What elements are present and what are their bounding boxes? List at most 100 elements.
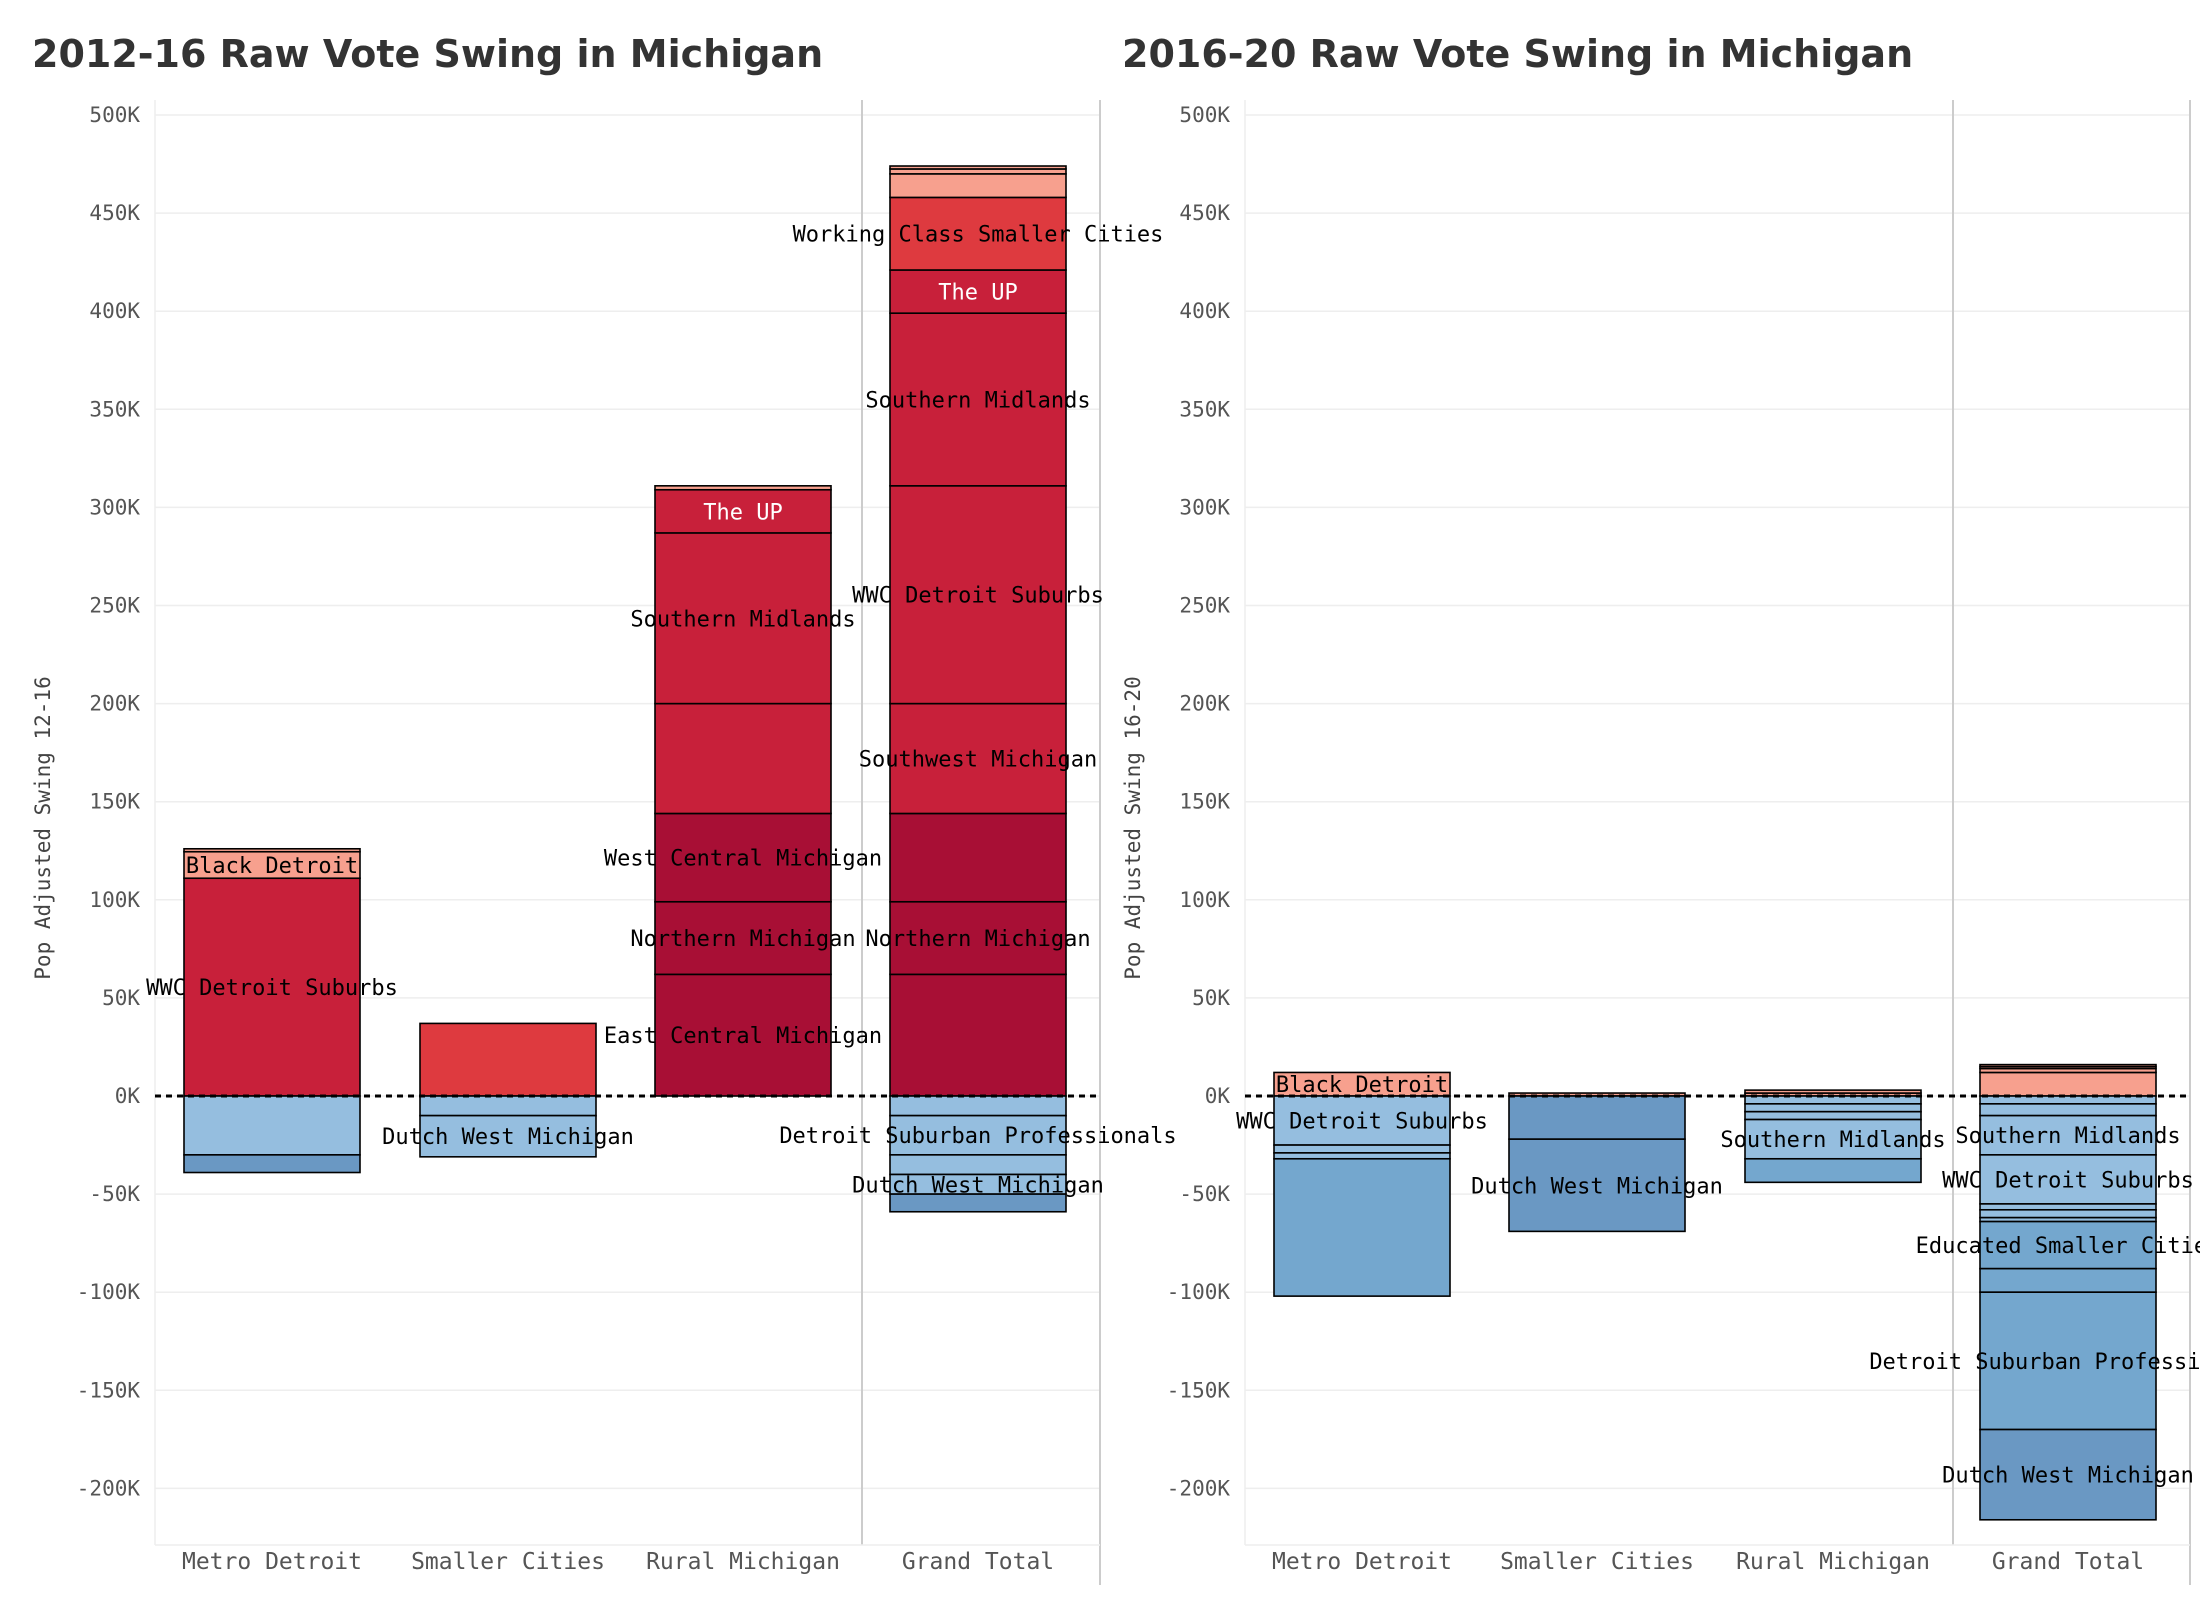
y-tick-label: 100K bbox=[89, 888, 140, 912]
x-category-label: Rural Michigan bbox=[1736, 1549, 1930, 1575]
y-tick-label: 450K bbox=[89, 201, 140, 225]
y-tick-label: 200K bbox=[1179, 692, 1230, 716]
x-category-label: Metro Detroit bbox=[1272, 1549, 1452, 1575]
segment-label: Southwest Michigan bbox=[859, 748, 1097, 773]
bar-segment bbox=[889, 1154, 1067, 1176]
segment-label: The UP bbox=[938, 281, 1017, 306]
bar-segment bbox=[889, 312, 1067, 487]
bar-segment bbox=[889, 1095, 1067, 1117]
bar-segment bbox=[889, 269, 1067, 314]
y-tick-label: 400K bbox=[1179, 299, 1230, 323]
segment-label: WWC Detroit Suburbs bbox=[1236, 1110, 1488, 1135]
segment-label: East Central Michigan bbox=[604, 1024, 882, 1049]
y-tick-label: -50K bbox=[1179, 1182, 1230, 1206]
y-tick-label: 100K bbox=[1179, 888, 1230, 912]
y-tick-label: 500K bbox=[1179, 103, 1230, 127]
bar-segment bbox=[654, 488, 832, 534]
y-axis-title: Pop Adjusted Swing 16-20 bbox=[1121, 676, 1145, 979]
segment-label: Southern Midlands bbox=[630, 607, 855, 632]
segment-label: Educated Smaller Cities bbox=[1916, 1234, 2200, 1259]
segment-label: Black Detroit bbox=[186, 854, 358, 879]
segment-label: Detroit Suburban Professionals bbox=[1869, 1350, 2200, 1375]
bar-segment bbox=[889, 1193, 1067, 1213]
bar-segment bbox=[889, 196, 1067, 271]
segment-label: Northern Michigan bbox=[630, 927, 855, 952]
segment-label: Northern Michigan bbox=[865, 927, 1090, 952]
segment-label: WWC Detroit Suburbs bbox=[852, 584, 1104, 609]
bar-segment bbox=[1979, 1071, 2157, 1097]
bar-segment bbox=[1744, 1103, 1922, 1113]
y-tick-label: 150K bbox=[1179, 790, 1230, 814]
bar-segment bbox=[1979, 1428, 2157, 1521]
y-tick-label: -200K bbox=[77, 1476, 141, 1500]
segment-label: Dutch West Michigan bbox=[1471, 1174, 1723, 1199]
x-category-label: Rural Michigan bbox=[646, 1549, 840, 1575]
bar-segment bbox=[1979, 1203, 2157, 1211]
y-tick-label: -100K bbox=[1167, 1280, 1231, 1304]
bar-segment bbox=[1273, 1152, 1451, 1160]
y-tick-label: 150K bbox=[89, 790, 140, 814]
segment-label: Dutch West Michigan bbox=[852, 1173, 1104, 1198]
bar-segment bbox=[889, 485, 1067, 705]
segment-label: Southern Midlands bbox=[1720, 1128, 1945, 1153]
bar-segment bbox=[889, 173, 1067, 199]
bar-segment bbox=[1744, 1089, 1922, 1094]
bar-segment bbox=[889, 1114, 1067, 1156]
bar-segment bbox=[1744, 1157, 1922, 1184]
y-tick-label: 200K bbox=[89, 692, 140, 716]
chart-title-left: 2012-16 Raw Vote Swing in Michigan bbox=[32, 32, 824, 76]
x-category-label: Smaller Cities bbox=[1500, 1549, 1694, 1575]
segment-label: WWC Detroit Suburbs bbox=[1942, 1168, 2194, 1193]
bar-segment bbox=[654, 973, 832, 1097]
x-category-label: Smaller Cities bbox=[411, 1549, 605, 1575]
bar-segment bbox=[183, 1095, 361, 1156]
bar-segment bbox=[1273, 1157, 1451, 1297]
x-category-label: Metro Detroit bbox=[182, 1549, 362, 1575]
bar-segment bbox=[419, 1022, 597, 1097]
chart-panel-0: 500K 450K 400K 350K 300K 250K 200K 150K 100K 50K 0… bbox=[31, 100, 1177, 1585]
y-tick-label: -100K bbox=[77, 1280, 141, 1304]
bar-segment bbox=[1273, 1144, 1451, 1154]
bar-segment bbox=[654, 702, 832, 815]
bar-segment bbox=[889, 812, 1067, 903]
x-category-label: Grand Total bbox=[902, 1549, 1054, 1575]
bar-segment bbox=[419, 1095, 597, 1117]
bar-segment bbox=[889, 900, 1067, 976]
bar-segment bbox=[1979, 1208, 2157, 1219]
bar-segment bbox=[419, 1114, 597, 1158]
bar-segment bbox=[1979, 1267, 2157, 1294]
bar-segment bbox=[654, 532, 832, 705]
y-tick-label: 500K bbox=[89, 103, 140, 127]
y-tick-label: 50K bbox=[1192, 986, 1230, 1010]
segment-label: Southern Midlands bbox=[1955, 1124, 2180, 1149]
segment-label: Detroit Suburban Professionals bbox=[779, 1124, 1176, 1149]
bar-segment bbox=[889, 702, 1067, 815]
y-tick-label: -150K bbox=[1167, 1378, 1231, 1402]
y-tick-label: 400K bbox=[89, 299, 140, 323]
x-category-label: Grand Total bbox=[1992, 1549, 2144, 1575]
bar-segment bbox=[654, 485, 832, 491]
segment-label: Working Class Smaller Cities bbox=[793, 223, 1164, 248]
y-tick-label: 0K bbox=[115, 1084, 141, 1108]
y-tick-label: -200K bbox=[1167, 1476, 1231, 1500]
y-tick-label: -150K bbox=[77, 1378, 141, 1402]
y-tick-label: 250K bbox=[89, 594, 140, 618]
y-tick-label: 300K bbox=[1179, 495, 1230, 519]
bar-segment bbox=[1979, 1291, 2157, 1431]
segment-label: Black Detroit bbox=[1276, 1073, 1448, 1098]
bar-segment bbox=[1979, 1063, 2157, 1068]
bar-segment bbox=[183, 1154, 361, 1174]
y-axis-title: Pop Adjusted Swing 12-16 bbox=[31, 676, 55, 979]
bar-segment bbox=[183, 847, 361, 853]
y-tick-label: 450K bbox=[1179, 201, 1230, 225]
y-tick-label: 350K bbox=[1179, 397, 1230, 421]
bar-segment bbox=[183, 850, 361, 880]
y-tick-label: 250K bbox=[1179, 594, 1230, 618]
bar-segment bbox=[654, 900, 832, 976]
segment-label: Dutch West Michigan bbox=[382, 1125, 634, 1150]
bar-segment bbox=[1508, 1138, 1686, 1233]
chart-panel-1: 500K 450K 400K 350K 300K 250K 200K 150K 100K 50K 0… bbox=[1121, 100, 2200, 1585]
y-tick-label: -50K bbox=[89, 1182, 140, 1206]
chart-title-right: 2016-20 Raw Vote Swing in Michigan bbox=[1122, 32, 1914, 76]
